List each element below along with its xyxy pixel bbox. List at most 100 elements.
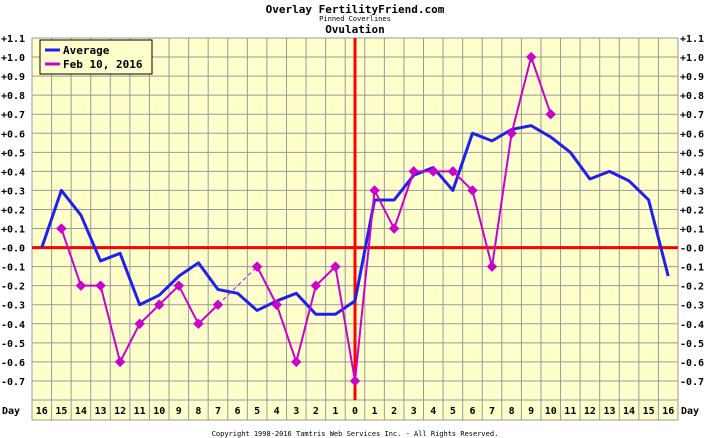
data-point-marker [251,261,263,272]
series-feb-10-2016 [56,51,556,387]
x-tick-label: 12 [114,406,126,417]
x-tick-label: 12 [584,406,596,417]
x-tick-label: 3 [411,406,417,417]
reference-lines [32,38,678,400]
x-tick-label: 16 [36,406,48,417]
data-point-marker [525,51,537,63]
data-point-marker [408,166,419,177]
y-tick-label-left: +0.8 [1,91,25,102]
y-tick-label-right: -0.5 [680,339,704,350]
x-tick-label: 11 [564,406,576,417]
y-axis-right: +1.1 +1.0 +0.9 +0.8 +0.7 +0.6 +0.5 +0.4 +0.3 +0.2… [680,34,704,388]
y-tick-label-right: -0.4 [680,320,704,331]
legend: Average Feb 10, 2016 [39,39,153,75]
data-point-marker [154,299,165,310]
series-layer [40,51,670,387]
data-point-marker [486,261,498,272]
x-tick-label: 4 [430,406,436,417]
data-point-marker [545,109,556,120]
data-point-marker [330,261,341,272]
data-point-marker [271,299,282,310]
y-tick-label-left: +0.1 [1,225,25,236]
y-tick-label-left: +0.4 [1,167,25,178]
y-tick-label-right: -0.3 [680,301,704,312]
y-tick-label-left: -0.2 [1,282,25,293]
data-point-marker [56,223,67,234]
y-tick-label-left: -0.6 [1,358,25,369]
data-point-marker [193,318,204,329]
x-tick-label: 8 [509,406,515,417]
y-tick-label-right: +1.0 [680,53,704,64]
x-tick-label: 5 [450,406,456,417]
y-tick-label-right: +0.8 [680,91,704,102]
x-axis-label-right: Day [681,406,699,417]
y-tick-label-right: +0.2 [680,205,704,216]
y-tick-label-left: +0.6 [1,129,25,140]
y-tick-label-left: -0.1 [1,263,25,274]
x-tick-label: 10 [545,406,557,417]
legend-box [39,39,153,75]
x-tick-label: 10 [153,406,165,417]
legend-label-average: Average [63,44,110,57]
data-point-marker [369,185,380,196]
legend-label-feb-10-2016: Feb 10, 2016 [63,58,143,71]
y-tick-label-left: +0.9 [1,72,25,83]
data-point-marker [506,128,517,139]
x-tick-label: 7 [215,406,221,417]
x-tick-label: 14 [623,406,635,417]
x-tick-label: 9 [176,406,182,417]
chart-subtitle: Pinned Coverlines [319,15,391,23]
series-line [256,56,552,382]
y-tick-label-left: -0.5 [1,339,25,350]
x-tick-label: 1 [372,406,378,417]
x-axis-label-left: Day [2,406,20,417]
x-tick-label: 13 [94,406,106,417]
y-tick-label-right: -0.1 [680,263,704,274]
y-tick-label-right: -0.2 [680,282,704,293]
data-point-marker [95,280,106,291]
y-tick-label-right: +0.1 [680,225,704,236]
y-tick-label-left: -0.4 [1,320,25,331]
y-tick-label-left: +1.0 [1,53,25,64]
copyright-notice: Copyright 1998-2016 Tamtris Web Services… [212,430,499,438]
data-point-marker [388,223,400,234]
x-tick-label: 6 [469,406,475,417]
x-tick-label: 0 [352,406,358,417]
y-tick-label-right: +1.1 [680,34,704,45]
data-point-marker [447,166,459,177]
x-tick-label: 2 [391,406,397,417]
data-point-marker [291,356,302,368]
y-tick-label-right: -0.6 [680,358,704,369]
data-point-marker [134,318,145,329]
x-tick-label: 11 [134,406,146,417]
y-tick-label-right: +0.7 [680,110,704,121]
x-tick-label: 1 [332,406,338,417]
y-tick-label-left: +0.2 [1,205,25,216]
chart-subtitle-ovulation: Ovulation [325,23,385,36]
data-point-marker [173,280,185,291]
x-tick-label: 6 [235,406,241,417]
chart-title: Overlay FertilityFriend.com [266,3,445,16]
y-tick-label-left: -0.3 [1,301,25,312]
series-average [40,124,670,316]
series-gap-line [217,266,258,306]
data-point-marker [428,166,439,177]
y-tick-label-left: -0.0 [1,244,25,255]
data-point-marker [310,280,322,291]
y-tick-label-left: -0.7 [1,377,25,388]
y-tick-label-right: -0.7 [680,377,704,388]
x-axis-day-labels: 16 15 14 13 12 11 10 9 8 7 6 5 4 3 2 1 0 1 2 3 4 5 6 7 8 9 10 11 12 1… [36,406,674,417]
x-tick-label: 16 [662,406,674,417]
x-tick-label: 7 [489,406,495,417]
x-tick-label: 3 [293,406,299,417]
y-tick-label-right: +0.4 [680,167,704,178]
y-tick-label-left: +0.5 [1,148,25,159]
x-tick-label: 4 [274,406,280,417]
y-tick-label-left: +0.7 [1,110,25,121]
data-point-marker [114,356,126,368]
series-line [40,124,670,316]
x-tick-label: 15 [643,406,655,417]
x-tick-label: 14 [75,406,87,417]
y-tick-label-right: +0.9 [680,72,704,83]
